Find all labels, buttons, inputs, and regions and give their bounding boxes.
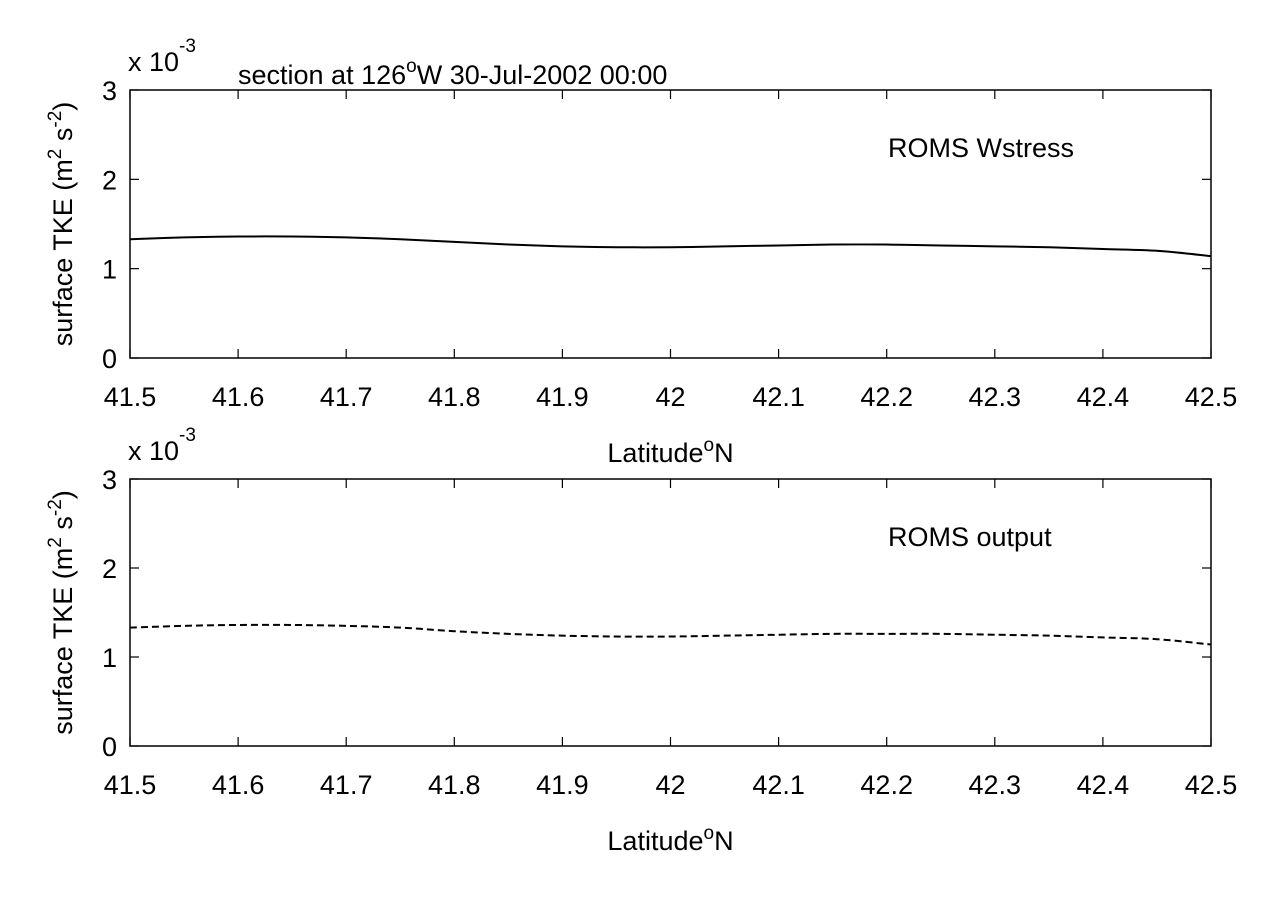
x-tick-label: 41.8 <box>428 770 481 800</box>
x-label-degree: o <box>704 823 715 844</box>
exponent-label: x 10-3 <box>128 425 196 466</box>
x-label-end: N <box>714 826 734 856</box>
exponent-base: x 10 <box>128 436 179 466</box>
exponent-power: -3 <box>179 425 196 446</box>
x-tick-label: 41.7 <box>320 770 373 800</box>
y-axis-label: surface TKE (m2 s-2) <box>45 490 78 735</box>
x-label-main: Latitude <box>607 438 703 468</box>
y-tick-label: 0 <box>102 732 117 762</box>
x-tick-label: 42.2 <box>860 770 913 800</box>
y-tick-label: 3 <box>102 76 117 106</box>
y-tick-label: 2 <box>102 554 117 584</box>
x-tick-label: 42.4 <box>1077 382 1130 412</box>
exponent-base: x 10 <box>128 47 179 77</box>
x-tick-label: 42.1 <box>752 382 805 412</box>
x-tick-label: 41.6 <box>212 382 265 412</box>
x-tick-label: 42.2 <box>860 382 913 412</box>
y-label-sup1: 2 <box>45 149 66 160</box>
title-suffix: W 30-Jul-2002 00:00 <box>417 60 668 90</box>
bottom-panel: 41.5 41.6 41.7 41.8 41.9 42 42.1 42.2 42.3 42.4 42… <box>45 425 1237 856</box>
x-tick-label: 42.5 <box>1185 382 1238 412</box>
y-tick-label: 2 <box>102 165 117 195</box>
x-axis-label: LatitudeoN <box>607 823 733 856</box>
x-tick-label: 41.5 <box>104 770 157 800</box>
x-tick-label: 41.8 <box>428 382 481 412</box>
top-panel: 41.5 41.6 41.7 41.8 41.9 42 42.1 42.2 42.3 42.4 42… <box>45 36 1237 468</box>
y-axis-label: surface TKE (m2 s-2) <box>45 102 78 347</box>
x-axis-label: LatitudeoN <box>607 435 733 468</box>
y-tick-label: 1 <box>102 643 117 673</box>
y-label-mid: s <box>48 128 78 149</box>
x-label-degree: o <box>704 435 715 456</box>
y-label-suffix: ) <box>48 490 78 499</box>
exponent-label: x 10-3 <box>128 36 196 77</box>
x-tick-label: 42.4 <box>1077 770 1130 800</box>
y-label-mid: s <box>48 516 78 537</box>
series-line <box>129 623 1212 646</box>
x-tick-label: 41.7 <box>320 382 373 412</box>
x-label-end: N <box>714 438 734 468</box>
x-tick-label: 41.6 <box>212 770 265 800</box>
x-tick-label: 41.9 <box>536 770 589 800</box>
y-tick-label: 3 <box>102 465 117 495</box>
y-label-suffix: ) <box>48 102 78 111</box>
y-label-sup2: -2 <box>45 111 66 128</box>
x-tick-label: 41.5 <box>104 382 157 412</box>
series-annotation: ROMS Wstress <box>888 133 1074 163</box>
y-label-sup2: -2 <box>45 499 66 516</box>
x-tick-label: 42.1 <box>752 770 805 800</box>
figure-title: section at 126oW 30-Jul-2002 00:00 <box>238 56 667 90</box>
y-tick-label: 1 <box>102 255 117 285</box>
x-tick-label: 42.5 <box>1185 770 1238 800</box>
y-label-sup1: 2 <box>45 537 66 548</box>
x-tick-label: 42 <box>655 382 685 412</box>
series-annotation: ROMS output <box>888 522 1052 552</box>
x-tick-label: 42 <box>655 770 685 800</box>
x-label-main: Latitude <box>607 826 703 856</box>
exponent-power: -3 <box>179 36 196 57</box>
title-degree: o <box>406 56 417 77</box>
title-prefix: section at 126 <box>238 60 406 90</box>
x-tick-label: 42.3 <box>969 770 1022 800</box>
series-line <box>129 235 1212 258</box>
y-tick-label: 0 <box>102 344 117 374</box>
y-label-prefix: surface TKE (m <box>48 548 78 735</box>
y-label-prefix: surface TKE (m <box>48 159 78 346</box>
x-tick-label: 42.3 <box>969 382 1022 412</box>
x-tick-label: 41.9 <box>536 382 589 412</box>
